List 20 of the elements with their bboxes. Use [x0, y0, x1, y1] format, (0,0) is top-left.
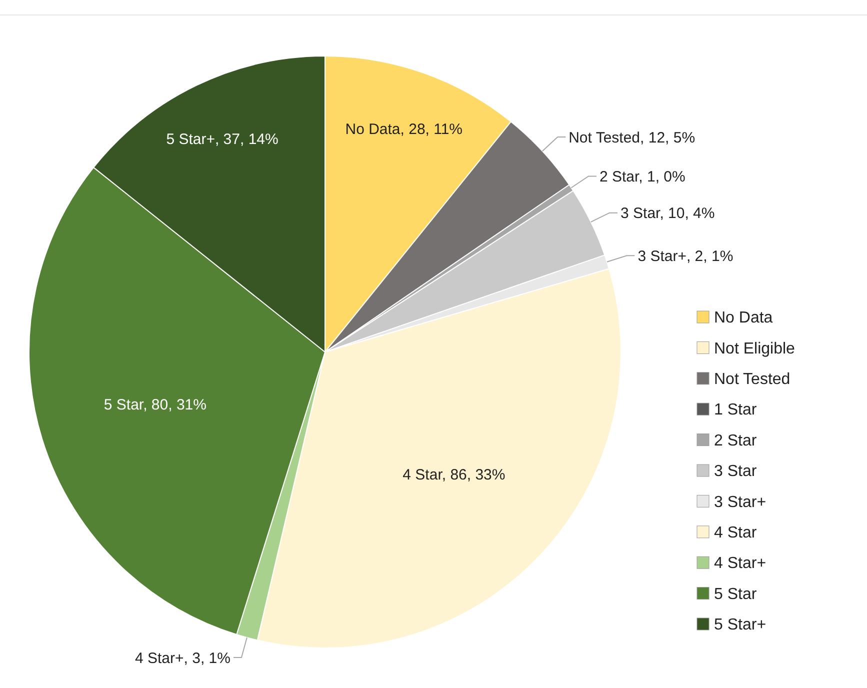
legend-label: No Data: [714, 310, 773, 327]
data-label: 3 Star+, 2, 1%: [638, 248, 734, 265]
legend-label: Not Tested: [714, 371, 790, 388]
legend-label: 4 Star: [714, 524, 758, 542]
legend-label: 1 Star: [714, 402, 758, 419]
legend-label: 3 Star: [714, 463, 758, 480]
data-label: 2 Star, 1, 0%: [599, 168, 686, 186]
data-label: 5 Star, 80, 31%: [104, 396, 206, 414]
data-label: Not Tested, 12, 5%: [568, 129, 696, 146]
data-label: 4 Star, 86, 33%: [402, 466, 506, 484]
legend-label: 5 Star: [714, 586, 758, 603]
legend-label: 4 Star+: [714, 555, 766, 572]
data-label: No Data, 28, 11%: [345, 120, 463, 138]
data-label: 3 Star, 10, 4%: [620, 205, 715, 222]
legend-label: 5 Star+: [714, 616, 766, 634]
data-label: 5 Star+, 37, 14%: [166, 130, 278, 148]
legend-label: 3 Star+: [714, 494, 766, 511]
legend-label: 2 Star: [714, 432, 758, 450]
data-label: 4 Star+, 3, 1%: [134, 650, 230, 667]
legend-label: Not Eligible: [714, 340, 796, 358]
